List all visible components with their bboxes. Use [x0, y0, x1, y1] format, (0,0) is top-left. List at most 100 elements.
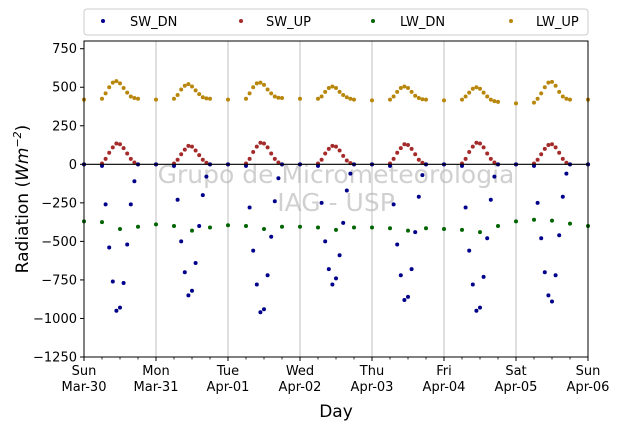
point-sw-up-75 [539, 152, 544, 157]
point-lw-up-44 [341, 92, 346, 97]
point-sw-up-34 [276, 160, 281, 165]
point-lw-dn-22 [478, 230, 482, 235]
point-sw-up-17 [186, 143, 191, 148]
point-sw-up-5 [114, 141, 119, 146]
point-lw-dn-13 [316, 225, 320, 230]
y-axis-title-main: Radiation ( [13, 181, 33, 273]
point-lw-dn-8 [226, 223, 230, 228]
point-lw-up-2 [103, 91, 108, 96]
point-sw-up-53 [402, 142, 407, 147]
point-lw-dn-17 [388, 226, 392, 231]
point-lw-up-33 [272, 94, 277, 99]
x-tick-date-3: Apr-02 [279, 380, 322, 395]
point-sw-dn-32 [269, 234, 274, 239]
point-lw-up-18 [190, 84, 194, 89]
point-lw-up-59 [424, 97, 428, 102]
legend-label-0: SW_DN [130, 15, 177, 30]
point-sw-up-6 [118, 142, 122, 147]
y-tick-label-0: 750 [52, 42, 77, 57]
point-sw-up-54 [406, 143, 410, 148]
point-lw-up-11 [136, 96, 140, 101]
point-sw-up-30 [262, 141, 266, 146]
point-sw-up-39 [323, 151, 328, 156]
point-sw-up-28 [254, 144, 259, 149]
point-lw-up-3 [107, 85, 112, 90]
point-sw-dn-17 [186, 293, 191, 298]
point-sw-dn-50 [391, 202, 396, 207]
point-lw-up-28 [254, 81, 259, 86]
point-sw-up-43 [337, 148, 342, 153]
point-sw-up-52 [398, 146, 403, 151]
series-sw-up [82, 140, 590, 167]
point-sw-dn-77 [546, 293, 551, 298]
point-sw-up-45 [344, 158, 349, 163]
point-lw-up-25 [244, 96, 248, 101]
point-sw-dn-20 [197, 223, 202, 228]
point-lw-up-46 [348, 96, 353, 101]
point-sw-dn-66 [478, 305, 482, 310]
point-lw-dn-15 [352, 225, 356, 230]
data-marks [82, 79, 590, 315]
point-sw-dn-62 [463, 205, 468, 210]
point-sw-up-69 [488, 156, 493, 161]
point-lw-dn-9 [244, 223, 248, 228]
point-sw-dn-51 [395, 242, 400, 247]
legend-label-2: LW_DN [400, 15, 445, 30]
point-sw-dn-65 [474, 308, 479, 313]
point-sw-dn-19 [193, 260, 198, 265]
point-sw-up-2 [103, 156, 108, 161]
y-axis-title-exponent: −2 [11, 131, 24, 147]
point-sw-dn-14 [175, 197, 180, 202]
point-sw-dn-74 [535, 200, 540, 205]
point-lw-up-37 [316, 96, 320, 101]
point-sw-dn-9 [128, 202, 133, 207]
point-lw-dn-7 [208, 225, 212, 230]
point-lw-dn-3 [136, 224, 140, 229]
legend: SW_DN SW_UP LW_DN LW_UP [83, 8, 589, 36]
point-sw-dn-67 [481, 274, 486, 279]
x-tick-date-4: Apr-03 [351, 380, 394, 395]
point-lw-up-76 [542, 85, 547, 90]
point-sw-dn-21 [200, 193, 205, 198]
point-lw-up-42 [334, 86, 338, 91]
point-sw-dn-30 [262, 307, 266, 312]
point-sw-up-7 [121, 146, 126, 151]
point-lw-up-78 [550, 79, 554, 84]
x-tick-date-1: Mar-31 [134, 380, 179, 395]
point-sw-up-44 [341, 153, 346, 158]
point-sw-up-57 [416, 157, 421, 162]
y-axis-title: Radiation (Wm−2) [11, 125, 33, 274]
point-lw-dn-1 [100, 220, 104, 225]
point-sw-dn-5 [114, 308, 119, 313]
point-lw-up-75 [539, 91, 544, 96]
x-tick-date-7: Apr-06 [567, 380, 610, 395]
point-sw-up-29 [258, 140, 263, 145]
point-sw-dn-42 [334, 276, 338, 281]
point-lw-up-55 [409, 89, 414, 94]
point-sw-dn-6 [118, 305, 122, 310]
x-tick-day-1: Mon [142, 364, 169, 379]
point-lw-up-34 [276, 95, 281, 100]
point-lw-up-10 [132, 96, 137, 101]
y-tick-label-6: −750 [41, 273, 77, 288]
point-lw-up-16 [182, 83, 187, 88]
point-lw-up-61 [460, 97, 464, 102]
point-sw-up-56 [413, 152, 418, 157]
point-sw-up-80 [557, 150, 562, 155]
point-sw-dn-44 [341, 220, 346, 225]
point-sw-dn-56 [413, 230, 418, 235]
point-sw-dn-39 [323, 239, 328, 244]
watermark: Grupo de Micrometeorologia IAG - USP [158, 160, 515, 217]
point-sw-up-27 [251, 149, 256, 154]
y-tick-label-8: −1250 [33, 351, 77, 366]
point-lw-up-62 [463, 94, 468, 99]
point-sw-dn-16 [182, 270, 187, 275]
point-sw-dn-43 [337, 253, 342, 258]
point-lw-up-6 [118, 81, 122, 86]
point-lw-up-38 [319, 94, 324, 99]
point-lw-up-20 [197, 92, 202, 97]
x-tick-day-4: Thu [359, 364, 384, 379]
point-sw-up-31 [265, 145, 270, 150]
point-sw-dn-63 [467, 248, 472, 253]
point-lw-up-17 [186, 82, 191, 87]
